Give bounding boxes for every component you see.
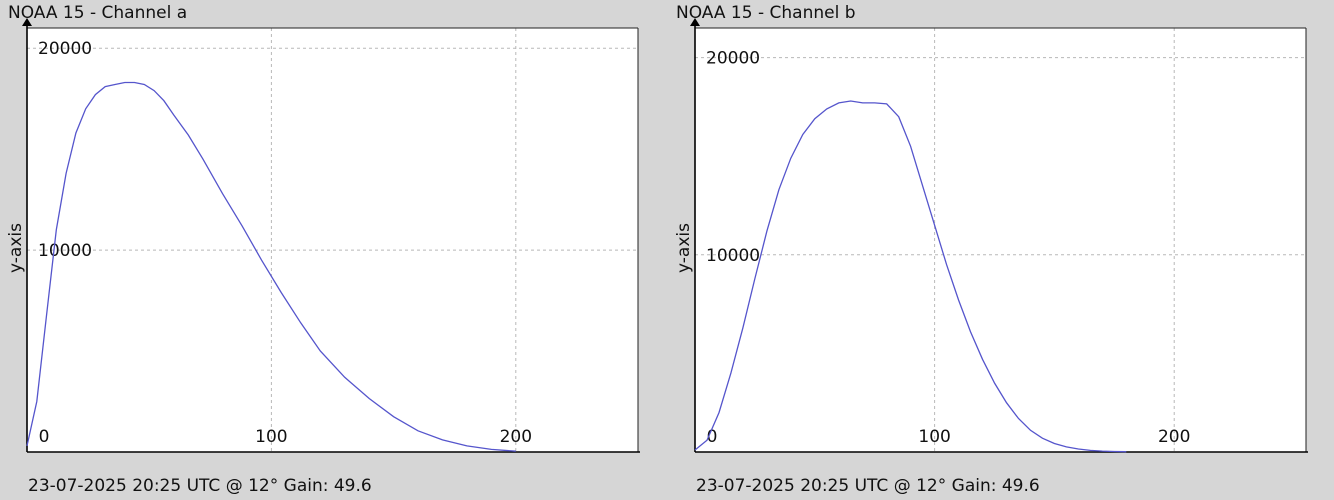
channel-b-plot: 0 100 200 10000 20000 y-axis [674,18,1308,453]
y-axis-label: y-axis [674,223,694,273]
channel-b-panel: NOAA 15 - Channel b 0 100 200 10000 20000 y-a… [668,0,1308,500]
x-tick-label: 200 [500,427,532,447]
y-axis-arrow [690,18,700,26]
y-axis-arrow [22,18,32,26]
channel-a-plot: 0 100 200 10000 20000 y-axis [6,18,640,453]
capture-info: 23-07-2025 20:25 UTC @ 12° Gain: 49.6 [696,476,1040,496]
y-tick-label: 10000 [38,241,92,261]
chart-title: NOAA 15 - Channel a [8,3,188,23]
x-tick-label: 100 [255,427,287,447]
channel-a-panel: NOAA 15 - Channel a 0 100 200 10000 20000 y-a… [0,0,640,500]
y-tick-label: 10000 [706,246,760,266]
capture-info: 23-07-2025 20:25 UTC @ 12° Gain: 49.6 [28,476,372,496]
plot-area [27,28,638,452]
x-tick-label: 200 [1158,427,1190,447]
x-tick-label: 0 [39,427,50,447]
y-tick-label: 20000 [38,39,92,59]
plot-area [695,28,1306,452]
series-line [694,100,1127,453]
y-tick-label: 20000 [706,49,760,69]
series-line [26,81,516,452]
y-axis-label: y-axis [6,223,26,273]
x-tick-label: 100 [918,427,950,447]
chart-title: NOAA 15 - Channel b [676,3,856,23]
x-tick-label: 0 [707,427,718,447]
